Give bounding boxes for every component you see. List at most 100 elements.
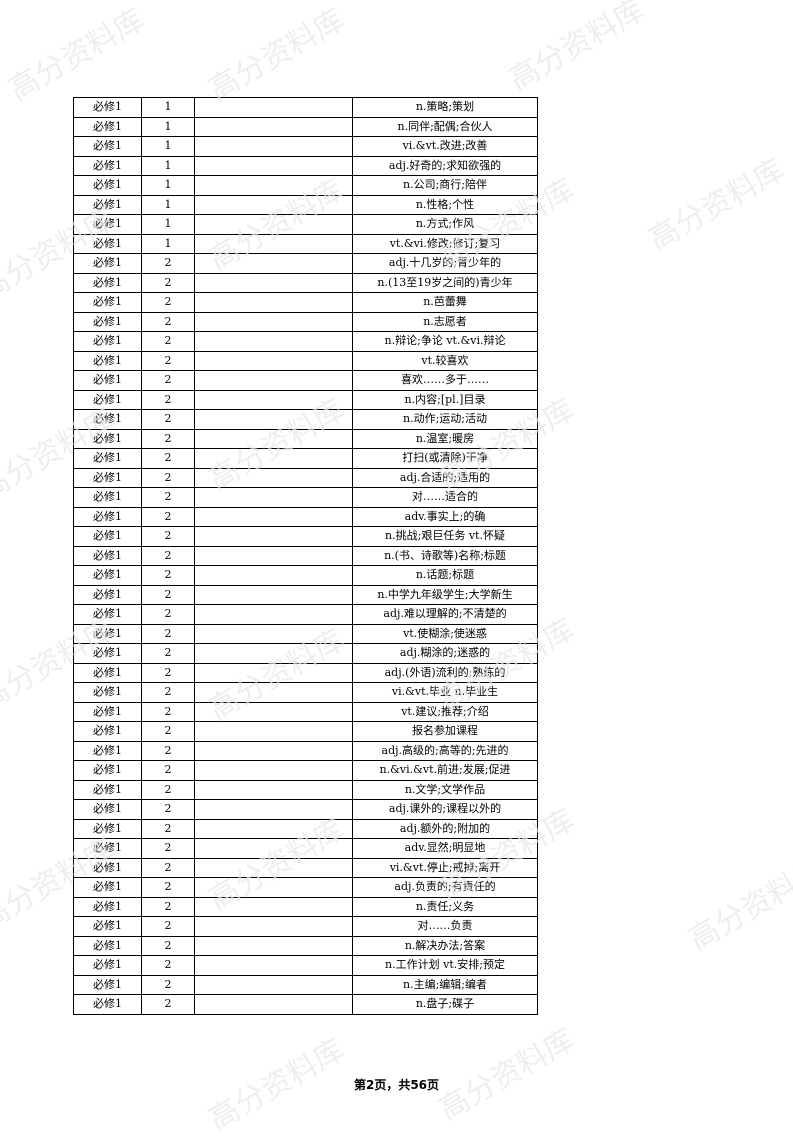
word-cell	[194, 311, 353, 332]
table-row: 必修1 2 n.内容;[pl.]目录	[73, 389, 538, 410]
word-cell	[194, 409, 353, 430]
book-cell: 必修1	[73, 370, 142, 391]
book-cell: 必修1	[73, 760, 142, 781]
unit-cell: 2	[141, 389, 195, 410]
table-row: 必修1 2 n.工作计划 vt.安排;预定	[73, 955, 538, 976]
book-cell: 必修1	[73, 155, 142, 176]
table-row: 必修1 2 vt.建议;推荐;介绍	[73, 701, 538, 722]
table-row: 必修1 2 n.温室;暖房	[73, 428, 538, 449]
meaning-cell: 喜欢……多于……	[352, 370, 538, 391]
word-cell	[194, 682, 353, 703]
table-row: 必修1 2 n.挑战;艰巨任务 vt.怀疑	[73, 526, 538, 547]
word-cell	[194, 974, 353, 995]
book-cell: 必修1	[73, 116, 142, 137]
book-cell: 必修1	[73, 331, 142, 352]
book-cell: 必修1	[73, 545, 142, 566]
unit-cell: 1	[141, 214, 195, 235]
table-row: 必修1 2 adj.课外的;课程以外的	[73, 799, 538, 820]
word-cell	[194, 487, 353, 508]
unit-cell: 2	[141, 643, 195, 664]
meaning-cell: vt.建议;推荐;介绍	[352, 701, 538, 722]
meaning-cell: adv.显然;明显地	[352, 838, 538, 859]
book-cell: 必修1	[73, 896, 142, 917]
table-row: 必修1 2 n.文学;文学作品	[73, 779, 538, 800]
word-cell	[194, 350, 353, 371]
table-row: 必修1 2 adj.糊涂的;迷惑的	[73, 643, 538, 664]
unit-cell: 2	[141, 545, 195, 566]
unit-cell: 2	[141, 857, 195, 878]
word-cell	[194, 604, 353, 625]
unit-cell: 2	[141, 623, 195, 644]
watermark-text: 高分资料库	[3, 2, 151, 108]
book-cell: 必修1	[73, 779, 142, 800]
watermark-text: 高分资料库	[503, 0, 651, 98]
meaning-cell: n.方式;作风	[352, 214, 538, 235]
book-cell: 必修1	[73, 136, 142, 157]
word-cell	[194, 584, 353, 605]
unit-cell: 2	[141, 974, 195, 995]
word-cell	[194, 994, 353, 1015]
word-cell	[194, 818, 353, 839]
book-cell: 必修1	[73, 506, 142, 527]
meaning-cell: n.盘子;碟子	[352, 994, 538, 1015]
unit-cell: 2	[141, 682, 195, 703]
word-cell	[194, 779, 353, 800]
unit-cell: 2	[141, 448, 195, 469]
book-cell: 必修1	[73, 448, 142, 469]
meaning-cell: vt.较喜欢	[352, 350, 538, 371]
word-cell	[194, 253, 353, 274]
book-cell: 必修1	[73, 311, 142, 332]
word-cell	[194, 272, 353, 293]
table-row: 必修1 1 n.方式;作风	[73, 214, 538, 235]
meaning-cell: adv.事实上;的确	[352, 506, 538, 527]
table-row: 必修1 2 n.(书、诗歌等)名称;标题	[73, 545, 538, 566]
unit-cell: 2	[141, 994, 195, 1015]
meaning-cell: adj.难以理解的;不清楚的	[352, 604, 538, 625]
table-row: 必修1 2 adv.显然;明显地	[73, 838, 538, 859]
page-number: 第2页，共56页	[353, 1078, 440, 1092]
word-cell	[194, 214, 353, 235]
word-cell	[194, 448, 353, 469]
table-row: 必修1 1 vt.&vi.修改;修订;复习	[73, 233, 538, 254]
meaning-cell: vi.&vt.改进;改善	[352, 136, 538, 157]
table-row: 必修1 2 adv.事实上;的确	[73, 506, 538, 527]
word-cell	[194, 292, 353, 313]
table-row: 必修1 2 n.辩论;争论 vt.&vi.辩论	[73, 331, 538, 352]
unit-cell: 2	[141, 292, 195, 313]
book-cell: 必修1	[73, 974, 142, 995]
unit-cell: 2	[141, 604, 195, 625]
table-row: 必修1 1 n.公司;商行;陪伴	[73, 175, 538, 196]
word-cell	[194, 877, 353, 898]
unit-cell: 2	[141, 487, 195, 508]
unit-cell: 2	[141, 467, 195, 488]
unit-cell: 2	[141, 350, 195, 371]
book-cell: 必修1	[73, 97, 142, 118]
unit-cell: 1	[141, 194, 195, 215]
book-cell: 必修1	[73, 526, 142, 547]
book-cell: 必修1	[73, 623, 142, 644]
book-cell: 必修1	[73, 253, 142, 274]
unit-cell: 2	[141, 311, 195, 332]
table-row: 必修1 2 adj.高级的;高等的;先进的	[73, 740, 538, 761]
book-cell: 必修1	[73, 916, 142, 937]
table-row: 必修1 2 报名参加课程	[73, 721, 538, 742]
unit-cell: 2	[141, 662, 195, 683]
word-cell	[194, 799, 353, 820]
table-row: 必修1 2 喜欢……多于……	[73, 370, 538, 391]
word-cell	[194, 97, 353, 118]
table-row: 必修1 2 adj.十几岁的;青少年的	[73, 253, 538, 274]
table-row: 必修1 1 n.性格;个性	[73, 194, 538, 215]
unit-cell: 1	[141, 136, 195, 157]
book-cell: 必修1	[73, 292, 142, 313]
unit-cell: 2	[141, 428, 195, 449]
book-cell: 必修1	[73, 662, 142, 683]
meaning-cell: n.挑战;艰巨任务 vt.怀疑	[352, 526, 538, 547]
unit-cell: 2	[141, 272, 195, 293]
unit-cell: 1	[141, 155, 195, 176]
book-cell: 必修1	[73, 389, 142, 410]
meaning-cell: n.辩论;争论 vt.&vi.辩论	[352, 331, 538, 352]
book-cell: 必修1	[73, 877, 142, 898]
book-cell: 必修1	[73, 350, 142, 371]
word-cell	[194, 935, 353, 956]
table-row: 必修1 2 n.解决办法;答案	[73, 935, 538, 956]
